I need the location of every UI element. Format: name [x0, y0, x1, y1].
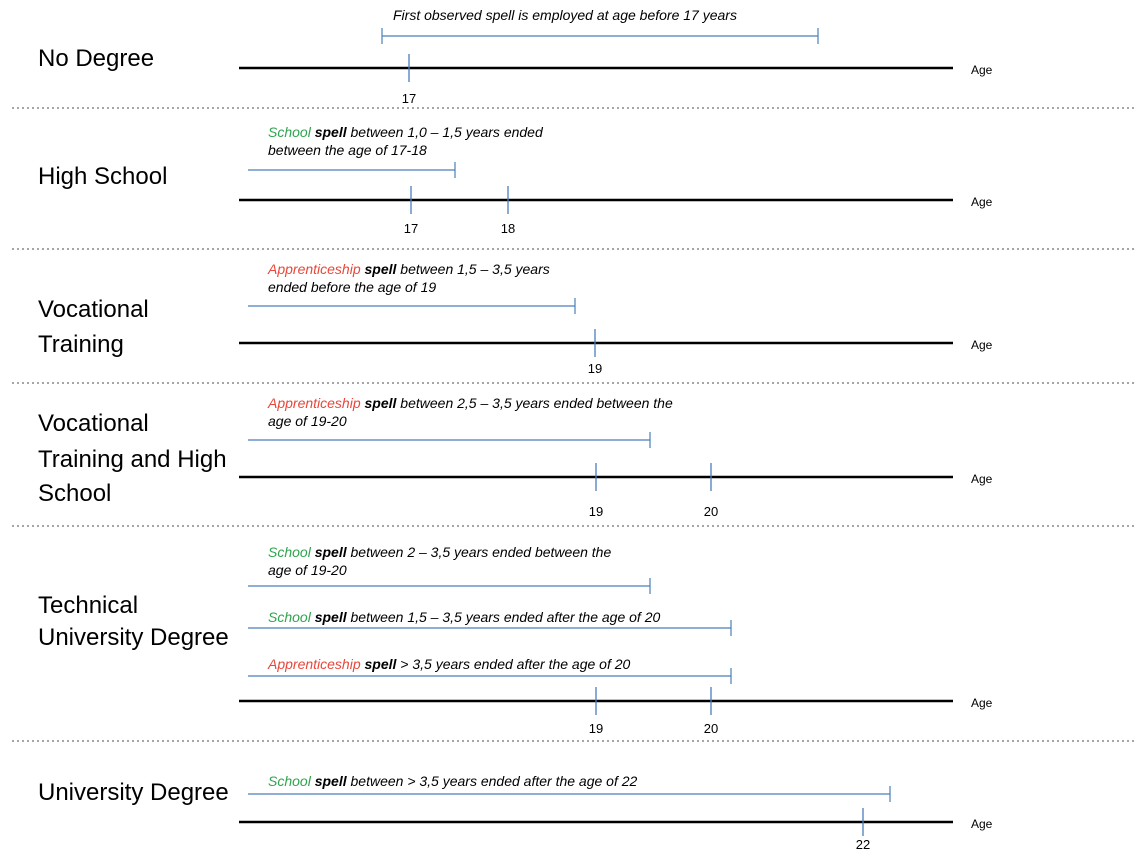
apprenticeship-word: Apprenticeship — [267, 395, 361, 411]
age-axis-label: Age — [971, 817, 993, 831]
spell-caption: Apprenticeship spell > 3,5 years ended a… — [267, 656, 631, 672]
spell-word: spell — [361, 395, 398, 411]
age-tick-label: 20 — [704, 504, 718, 519]
age-axis-label: Age — [971, 696, 993, 710]
age-axis-label: Age — [971, 338, 993, 352]
school-word: School — [268, 773, 312, 789]
degree-label: University Degree — [38, 624, 229, 651]
spell-word: spell — [311, 124, 348, 140]
caption-text: between 1,5 – 3,5 years ended after the … — [347, 609, 661, 625]
age-tick-label: 20 — [704, 721, 718, 736]
spell-caption: School spell between > 3,5 years ended a… — [268, 773, 638, 789]
age-axis-label: Age — [971, 195, 993, 209]
age-tick-label: 19 — [588, 361, 602, 376]
age-axis-label: Age — [971, 63, 993, 77]
spell-word: spell — [361, 656, 398, 672]
degree-label: No Degree — [38, 45, 154, 72]
age-tick-label: 18 — [501, 221, 515, 236]
caption-text: ended before the age of 19 — [268, 279, 436, 295]
age-tick-label: 19 — [589, 504, 603, 519]
caption-text: between 1,0 – 1,5 years ended — [347, 124, 544, 140]
spell-word: spell — [311, 773, 348, 789]
degree-label: Technical — [38, 592, 138, 619]
school-word: School — [268, 544, 312, 560]
spell-word: spell — [315, 609, 348, 625]
spell-caption: between the age of 17-18 — [268, 142, 427, 158]
age-axis-label: Age — [971, 472, 993, 486]
degree-label: University Degree — [38, 779, 229, 806]
spell-caption: School spell between 2 – 3,5 years ended… — [268, 544, 611, 560]
age-tick-label: 19 — [589, 721, 603, 736]
degree-label: Vocational — [38, 296, 149, 323]
age-tick-label: 17 — [404, 221, 418, 236]
caption-text: First observed spell is employed at age … — [393, 7, 737, 23]
degree-label: School — [38, 480, 111, 507]
caption-text: between the age of 17-18 — [268, 142, 427, 158]
spell-caption: School spell between 1,0 – 1,5 years end… — [268, 124, 544, 140]
caption-text: between > 3,5 years ended after the age … — [347, 773, 638, 789]
spell-caption: age of 19-20 — [268, 413, 347, 429]
spell-caption: Apprenticeship spell between 2,5 – 3,5 y… — [267, 395, 673, 411]
spell-caption: Apprenticeship spell between 1,5 – 3,5 y… — [267, 261, 550, 277]
age-tick-label: 17 — [402, 91, 416, 106]
caption-text: between 2,5 – 3,5 years ended between th… — [396, 395, 673, 411]
school-word: School — [268, 609, 315, 625]
degree-label: Training and High — [38, 446, 227, 473]
spell-word: spell — [361, 261, 398, 277]
caption-text: age of 19-20 — [268, 413, 347, 429]
caption-text: > 3,5 years ended after the age of 20 — [396, 656, 630, 672]
apprenticeship-word: Apprenticeship — [267, 656, 361, 672]
spell-caption: School spell between 1,5 – 3,5 years end… — [268, 609, 660, 625]
apprenticeship-word: Apprenticeship — [267, 261, 361, 277]
caption-text: between 2 – 3,5 years ended between the — [347, 544, 612, 560]
spell-caption: ended before the age of 19 — [268, 279, 436, 295]
spell-caption: age of 19-20 — [268, 562, 347, 578]
degree-label: Vocational — [38, 410, 149, 437]
age-tick-label: 22 — [856, 837, 870, 852]
caption-text: age of 19-20 — [268, 562, 347, 578]
school-word: School — [268, 124, 312, 140]
spell-caption: First observed spell is employed at age … — [393, 7, 737, 23]
caption-text: between 1,5 – 3,5 years — [396, 261, 549, 277]
degree-label: Training — [38, 331, 124, 358]
spell-word: spell — [311, 544, 348, 560]
degree-label: High School — [38, 163, 167, 190]
